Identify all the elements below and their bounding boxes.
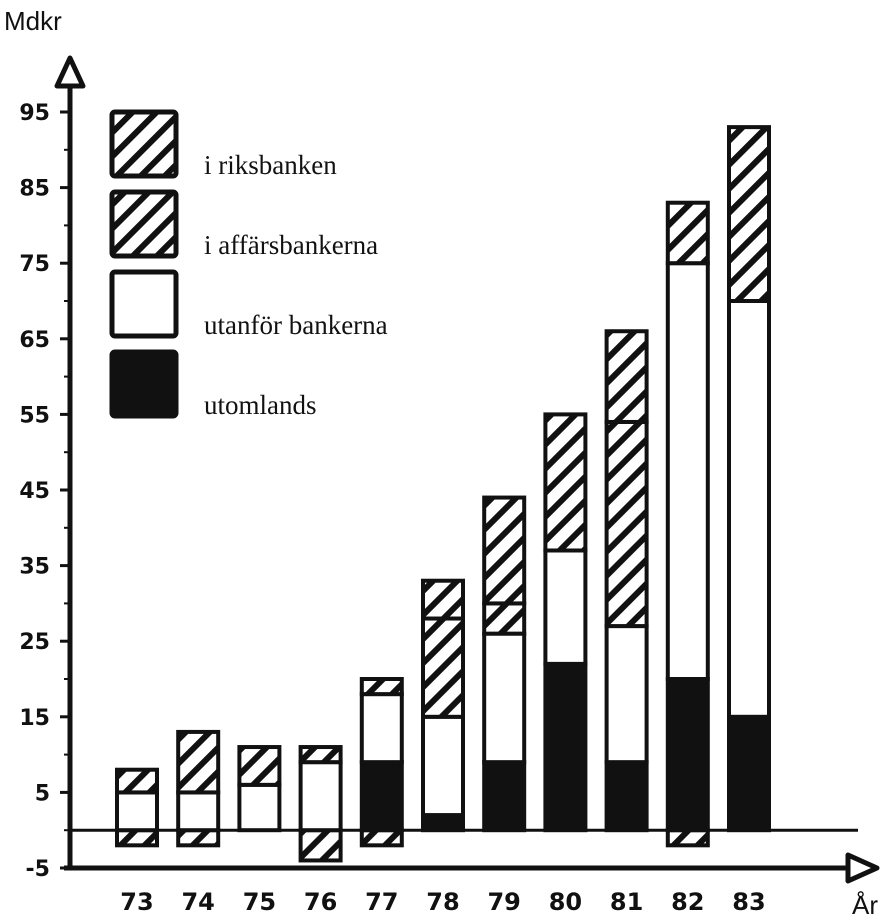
bar-segment-i-riksbanken xyxy=(482,495,527,606)
bar-group-83 xyxy=(727,125,771,833)
bar-segment-utanf-r-bankerna xyxy=(176,790,221,833)
legend-label: i affärsbankerna xyxy=(204,230,378,260)
bar-segment-i-aff-rsbankerna xyxy=(665,200,710,266)
bar-segment-i-aff-rsbankerna xyxy=(604,419,649,629)
y-tick-label: 55 xyxy=(19,403,50,428)
bar-segment-utanf-r-bankerna xyxy=(298,760,343,833)
y-tick-label: 85 xyxy=(19,177,50,202)
bar-segment-i-aff-rsbankerna xyxy=(176,729,221,795)
x-tick-label: 83 xyxy=(732,888,765,916)
x-axis-title: År xyxy=(852,890,878,918)
bar-segment-utomlands xyxy=(665,677,710,833)
legend-swatch xyxy=(109,349,179,419)
y-tick-label: 45 xyxy=(19,479,50,504)
bar-segment-i-aff-rsbankerna xyxy=(115,767,159,795)
legend-label: utomlands xyxy=(204,390,317,420)
bar-group-81 xyxy=(604,329,649,833)
bar-negative-segment xyxy=(665,828,710,848)
legend-label: utanför bankerna xyxy=(204,310,388,340)
x-tick-label: 79 xyxy=(487,888,520,916)
bar-segment-i-riksbanken xyxy=(604,329,649,424)
bar-segment-i-aff-rsbankerna xyxy=(298,745,343,765)
bar-segment-utanf-r-bankerna xyxy=(237,782,282,833)
bar-segment-utomlands xyxy=(359,760,404,833)
y-tick-label: -5 xyxy=(26,857,50,882)
bars xyxy=(115,125,771,863)
x-tick-label: 77 xyxy=(365,888,398,916)
y-tick-label: 5 xyxy=(35,781,50,806)
x-tick-label: 78 xyxy=(426,888,459,916)
bar-segment-utanf-r-bankerna xyxy=(482,631,527,765)
bar-segment-utomlands xyxy=(543,661,588,833)
bar-group-74 xyxy=(176,729,221,848)
bar-segment-utomlands xyxy=(727,714,771,833)
y-tick-label: 25 xyxy=(19,630,50,655)
x-tick-label: 82 xyxy=(671,888,704,916)
bar-segment-i-aff-rsbankerna xyxy=(482,601,527,636)
bar-negative-segment xyxy=(298,828,343,863)
bar-segment-i-riksbanken xyxy=(543,412,588,553)
x-tick-label: 75 xyxy=(243,888,276,916)
x-axis-arrow xyxy=(845,852,880,884)
y-axis-arrow xyxy=(54,55,86,89)
bar-negative-segment xyxy=(176,828,221,848)
bar-group-82 xyxy=(665,200,710,848)
y-tick-label: 65 xyxy=(19,328,50,353)
bar-segment-i-aff-rsbankerna xyxy=(237,745,282,787)
bar-segment-utanf-r-bankerna xyxy=(115,790,159,833)
legend-swatch xyxy=(109,269,179,339)
x-tick-label: 80 xyxy=(549,888,582,916)
bar-segment-utanf-r-bankerna xyxy=(665,261,710,681)
bar-negative-segment xyxy=(359,828,404,848)
y-axis-title: Mdkr xyxy=(4,6,62,36)
y-tick-label: 95 xyxy=(19,101,50,126)
bar-segment-i-aff-rsbankerna xyxy=(421,616,465,719)
bar-segment-utomlands xyxy=(421,813,465,833)
bar-segment-utanf-r-bankerna xyxy=(421,714,465,818)
bar-segment-utanf-r-bankerna xyxy=(604,624,649,765)
bar-segment-i-aff-rsbankerna xyxy=(359,677,404,697)
bar-group-77 xyxy=(359,677,404,848)
bar-segment-i-aff-rsbankerna xyxy=(727,125,771,304)
legend-swatch xyxy=(109,109,179,179)
legend: i riksbanken i affärsbankerna utanför bank… xyxy=(109,109,388,420)
bar-group-80 xyxy=(543,412,588,833)
bar-segment-i-riksbanken xyxy=(421,578,465,621)
bar-group-79 xyxy=(482,495,527,833)
x-tick-label: 73 xyxy=(120,888,153,916)
bar-group-78 xyxy=(421,578,465,833)
bar-group-76 xyxy=(298,745,343,863)
bar-segment-utanf-r-bankerna xyxy=(543,548,588,666)
y-ticks: -5 5 15 25 35 45 55 65 75 85 95 xyxy=(19,101,70,882)
legend-label: i riksbanken xyxy=(204,150,337,180)
bar-negative-segment xyxy=(115,828,159,848)
x-tick-label: 76 xyxy=(304,888,337,916)
bar-segment-utanf-r-bankerna xyxy=(727,299,771,719)
x-tick-label: 81 xyxy=(610,888,643,916)
bar-segment-utomlands xyxy=(482,760,527,833)
y-tick-label: 35 xyxy=(19,555,50,580)
y-tick-label: 75 xyxy=(19,252,50,277)
bar-group-75 xyxy=(237,745,282,833)
legend-swatch xyxy=(109,189,179,259)
bar-segment-utanf-r-bankerna xyxy=(359,692,404,765)
y-tick-label: 15 xyxy=(19,706,50,731)
bar-group-73 xyxy=(115,767,159,848)
x-ticks: 73 74 75 76 77 78 79 80 81 82 83 xyxy=(120,888,765,916)
bar-segment-utomlands xyxy=(604,760,649,833)
x-tick-label: 74 xyxy=(181,888,214,916)
